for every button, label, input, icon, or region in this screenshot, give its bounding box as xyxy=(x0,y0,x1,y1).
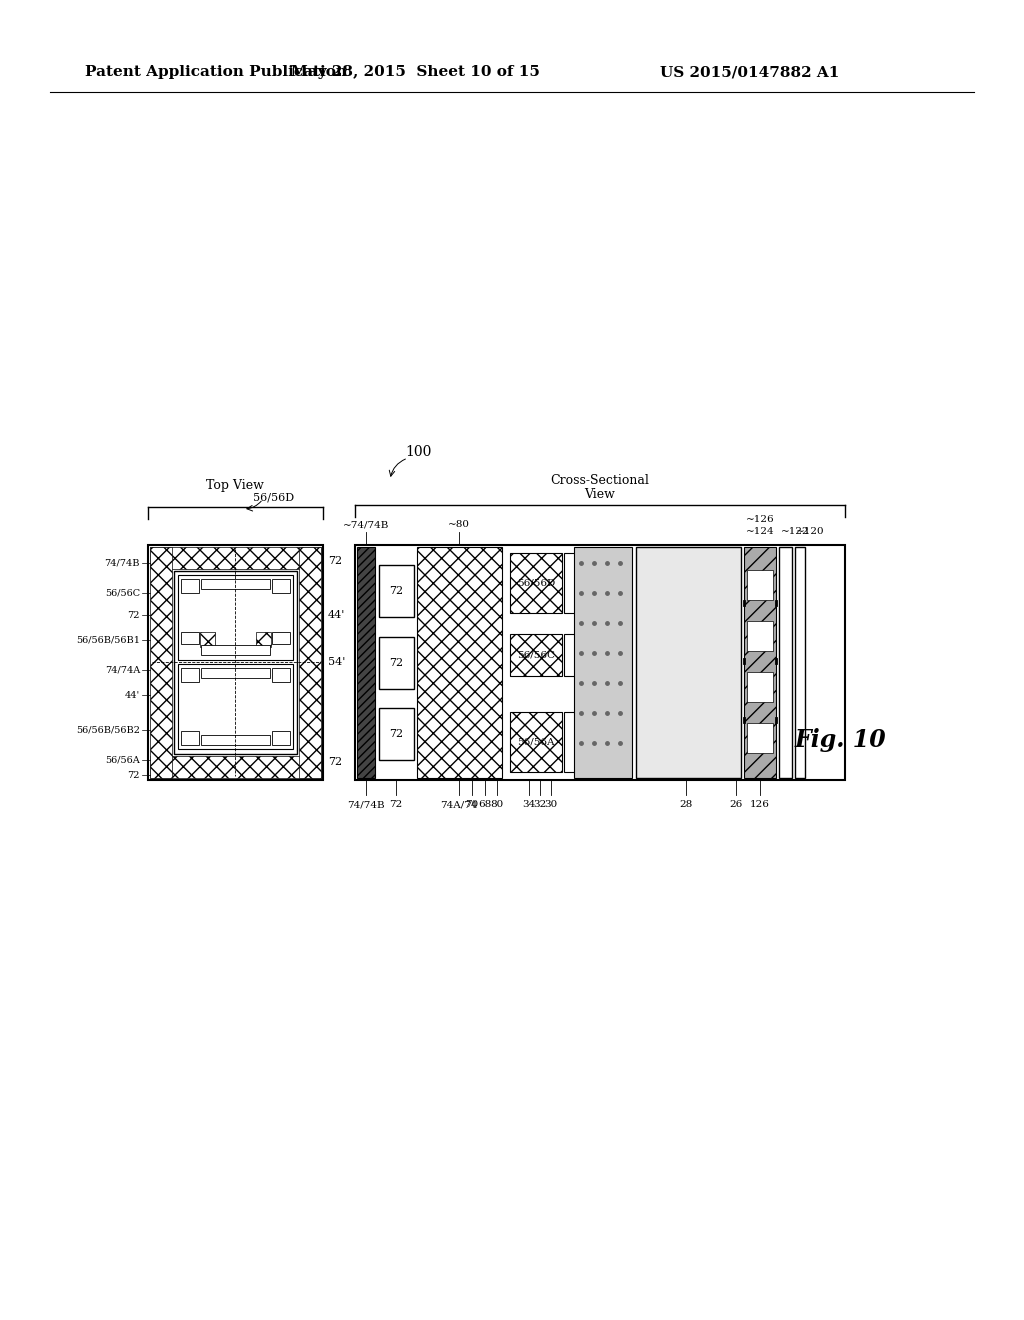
Bar xyxy=(256,632,271,647)
Text: 56/56D: 56/56D xyxy=(517,578,555,587)
Text: 80: 80 xyxy=(490,800,504,809)
Bar xyxy=(746,672,773,702)
Text: 74/74A: 74/74A xyxy=(104,665,140,675)
Text: 68: 68 xyxy=(478,800,492,809)
Bar xyxy=(779,546,792,777)
Bar xyxy=(357,546,375,777)
Text: 54': 54' xyxy=(328,657,345,667)
Text: 56/56B/56B2: 56/56B/56B2 xyxy=(76,726,140,734)
Text: 44': 44' xyxy=(125,690,140,700)
Text: ~74/74B: ~74/74B xyxy=(343,520,389,529)
Bar xyxy=(746,620,773,651)
Bar xyxy=(200,632,215,647)
Text: 56/56A: 56/56A xyxy=(517,738,555,747)
Bar xyxy=(272,731,290,744)
Text: 56/56B/56B1: 56/56B/56B1 xyxy=(76,635,140,644)
Bar xyxy=(148,545,323,780)
Text: 44': 44' xyxy=(328,610,345,620)
Text: 100: 100 xyxy=(406,445,431,459)
Bar xyxy=(201,579,270,589)
Text: May 28, 2015  Sheet 10 of 15: May 28, 2015 Sheet 10 of 15 xyxy=(291,65,540,79)
Bar xyxy=(510,553,562,612)
Text: ~126: ~126 xyxy=(746,515,774,524)
Bar xyxy=(379,636,414,689)
Text: 70: 70 xyxy=(465,800,478,809)
Bar xyxy=(795,546,805,777)
Bar xyxy=(272,632,290,644)
Text: ~122: ~122 xyxy=(781,527,810,536)
Bar xyxy=(150,546,172,777)
Text: Fig. 10: Fig. 10 xyxy=(795,729,887,752)
Bar xyxy=(201,668,270,678)
Text: 74A/74: 74A/74 xyxy=(440,800,478,809)
Text: 56/56A: 56/56A xyxy=(105,755,140,764)
Text: 34: 34 xyxy=(522,800,536,809)
Text: ~120: ~120 xyxy=(796,527,824,536)
Text: 72: 72 xyxy=(389,729,403,739)
Bar xyxy=(178,664,293,748)
Bar xyxy=(744,546,776,777)
Text: 72: 72 xyxy=(328,756,342,767)
Text: 74/74B: 74/74B xyxy=(347,800,385,809)
Bar xyxy=(201,735,270,744)
Text: 72: 72 xyxy=(389,800,402,809)
Bar xyxy=(181,632,199,644)
Text: 74/74B: 74/74B xyxy=(104,558,140,568)
Text: 56/56C: 56/56C xyxy=(517,651,555,660)
Bar xyxy=(510,634,562,676)
Bar xyxy=(201,645,270,655)
Text: Cross-Sectional: Cross-Sectional xyxy=(551,474,649,487)
Text: 72: 72 xyxy=(128,771,140,780)
Bar xyxy=(636,546,741,777)
Bar xyxy=(746,570,773,601)
Bar xyxy=(272,668,290,682)
Bar xyxy=(174,572,297,754)
Text: Top View: Top View xyxy=(206,479,264,491)
Text: 28: 28 xyxy=(679,800,692,809)
Bar xyxy=(417,546,502,777)
Text: 72: 72 xyxy=(128,610,140,619)
Text: ~124: ~124 xyxy=(746,527,774,536)
Text: US 2015/0147882 A1: US 2015/0147882 A1 xyxy=(660,65,840,79)
Bar xyxy=(564,553,594,612)
Text: ~80: ~80 xyxy=(449,520,470,529)
Bar xyxy=(746,723,773,752)
Bar xyxy=(504,546,569,777)
Bar xyxy=(150,546,321,569)
Bar xyxy=(355,545,845,780)
Bar xyxy=(299,546,321,777)
Bar xyxy=(181,731,199,744)
Text: 126: 126 xyxy=(750,800,770,809)
Text: 32: 32 xyxy=(534,800,547,809)
Bar xyxy=(178,576,293,660)
Bar xyxy=(379,709,414,760)
Text: 72: 72 xyxy=(389,657,403,668)
Bar xyxy=(574,546,632,777)
Bar xyxy=(564,711,594,772)
Bar xyxy=(181,668,199,682)
Text: View: View xyxy=(585,487,615,500)
Bar xyxy=(564,634,594,676)
Text: 26: 26 xyxy=(729,800,742,809)
Bar xyxy=(181,579,199,593)
Text: 30: 30 xyxy=(545,800,558,809)
Text: 72: 72 xyxy=(389,586,403,595)
Text: 72: 72 xyxy=(328,556,342,566)
Text: 56/56D: 56/56D xyxy=(253,492,294,502)
Bar xyxy=(272,579,290,593)
Text: Patent Application Publication: Patent Application Publication xyxy=(85,65,347,79)
Bar xyxy=(379,565,414,616)
Text: 56/56C: 56/56C xyxy=(104,589,140,598)
Bar xyxy=(150,756,321,777)
Bar xyxy=(510,711,562,772)
